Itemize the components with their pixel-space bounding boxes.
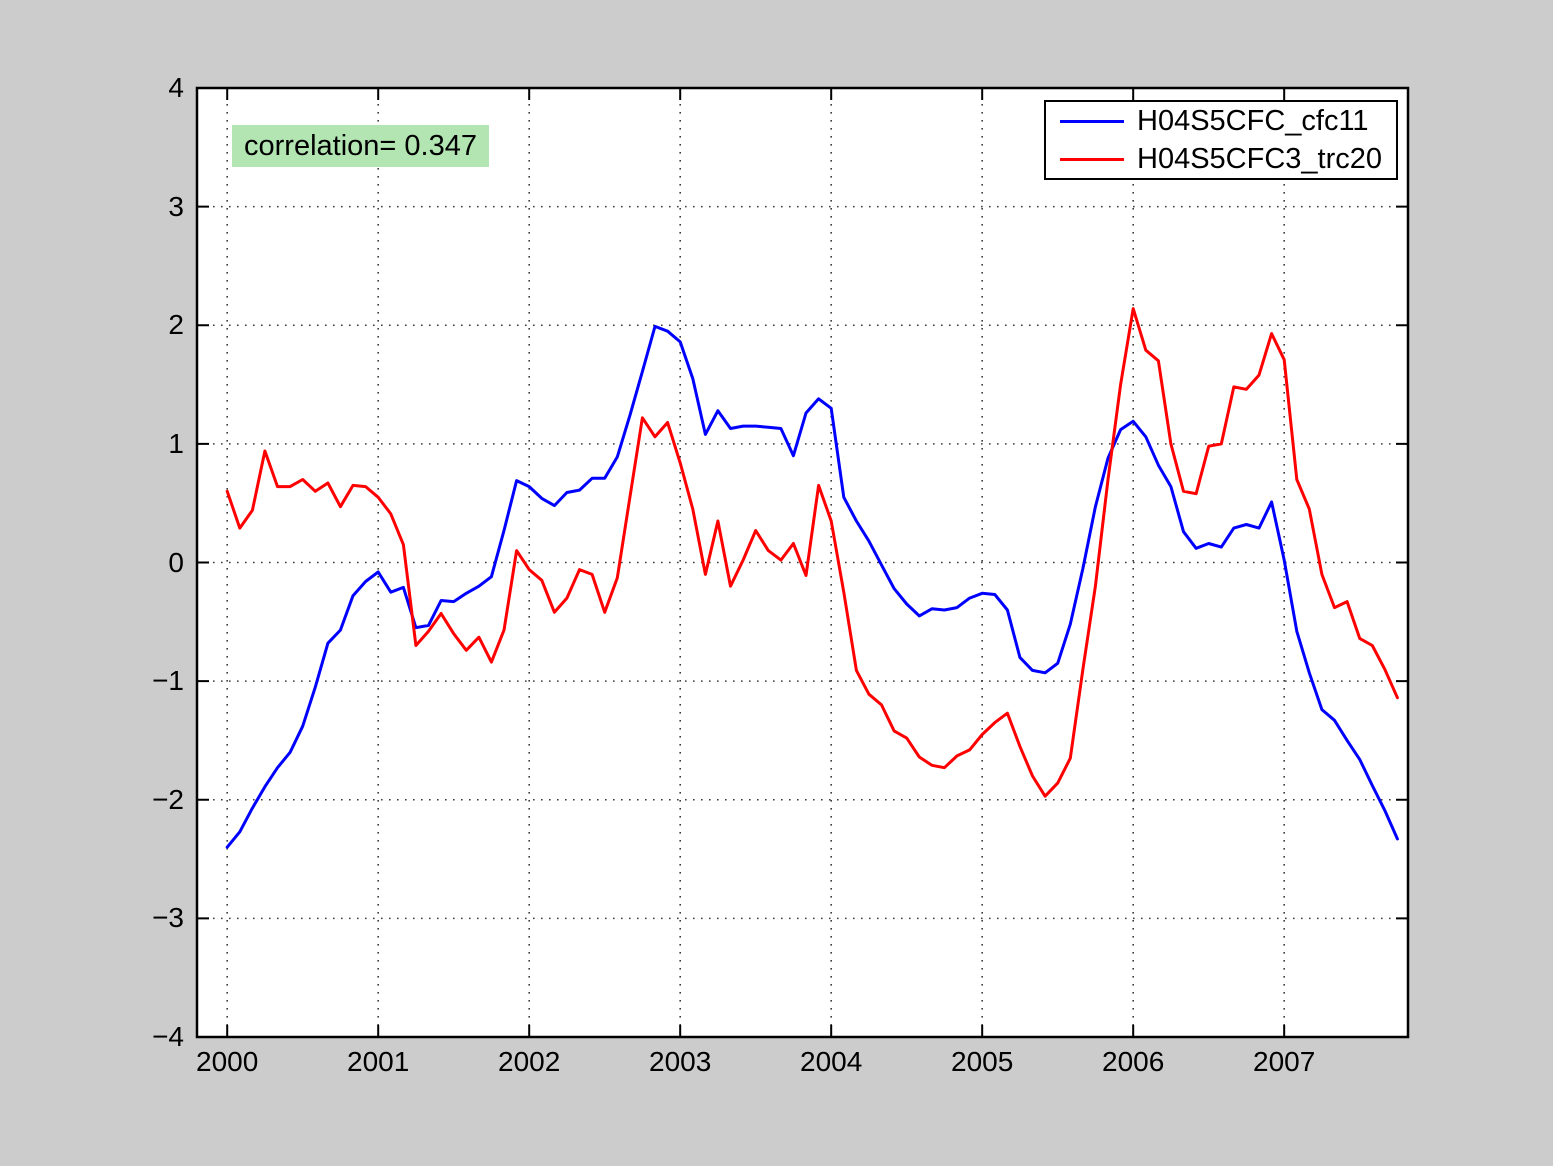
- legend-label: H04S5CFC3_trc20: [1137, 142, 1382, 175]
- legend-entry: H04S5CFC_cfc11: [1046, 102, 1396, 140]
- y-tick-label: −2: [152, 783, 184, 815]
- x-tick-label: 2007: [1253, 1046, 1316, 1077]
- plot-area: [197, 88, 1408, 1037]
- y-tick-label: −3: [152, 902, 184, 934]
- y-tick-label: 3: [168, 190, 184, 222]
- x-tick-label: 2000: [196, 1046, 259, 1077]
- series-line-H04S5CFC3_trc20: [225, 307, 1399, 798]
- x-tick-label: 2004: [800, 1046, 863, 1077]
- legend-line-sample-blue: [1060, 119, 1124, 123]
- x-tick-label: 2002: [498, 1046, 561, 1077]
- y-tick-label: 2: [168, 309, 184, 341]
- x-tick-label: 2005: [951, 1046, 1014, 1077]
- legend-entry: H04S5CFC3_trc20: [1046, 140, 1396, 178]
- y-tick-label: −4: [152, 1021, 184, 1052]
- legend: H04S5CFC_cfc11 H04S5CFC3_trc20: [1044, 100, 1398, 180]
- x-tick-label: 2006: [1102, 1046, 1165, 1077]
- x-tick-label: 2001: [347, 1046, 410, 1077]
- y-tick-label: −1: [152, 665, 184, 697]
- x-tick-label: 2003: [649, 1046, 712, 1077]
- legend-line-sample-red: [1060, 157, 1124, 161]
- y-tick-label: 1: [168, 427, 184, 459]
- y-tick-label: 0: [168, 546, 184, 578]
- correlation-annotation: correlation= 0.347: [232, 125, 489, 167]
- legend-label: H04S5CFC_cfc11: [1137, 104, 1369, 137]
- series-line-H04S5CFC_cfc11: [225, 324, 1399, 849]
- y-tick-label: 4: [168, 72, 184, 103]
- plot-border: [195, 86, 1410, 1039]
